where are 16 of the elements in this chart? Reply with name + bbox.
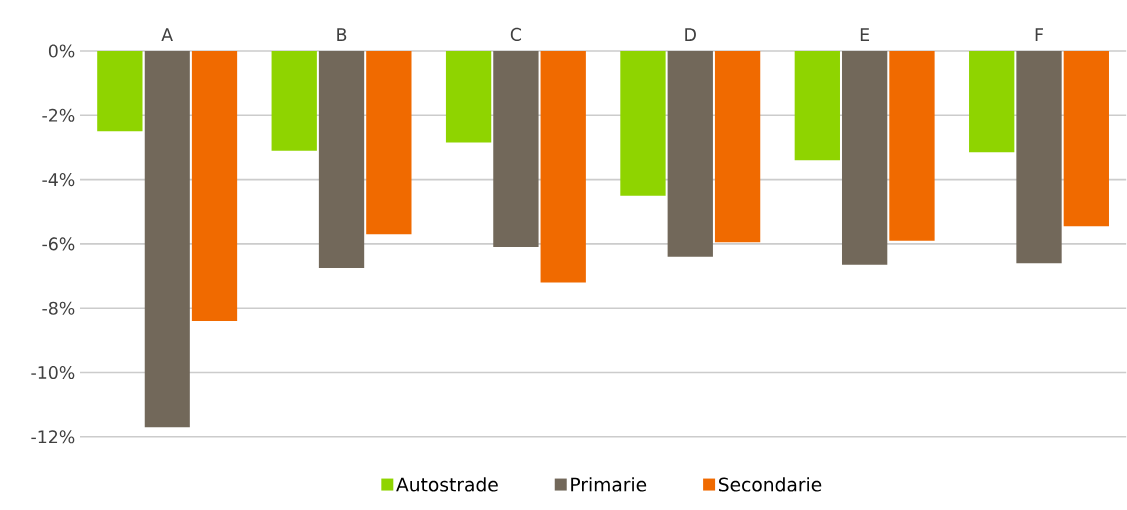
- legend-label: Primarie: [571, 477, 647, 492]
- y-tick-label: -12%: [31, 430, 75, 444]
- legend-label: Secondarie: [718, 477, 822, 492]
- y-tick-label: -2%: [42, 108, 75, 122]
- y-tick-label: -4%: [42, 173, 75, 187]
- x-tick-label: B: [337, 28, 347, 42]
- y-tick-label: -8%: [42, 301, 75, 315]
- x-tick-label: C: [510, 27, 522, 42]
- x-tick-label: D: [685, 28, 696, 42]
- x-tick-label: A: [161, 28, 173, 42]
- y-tick-label: -10%: [31, 366, 75, 380]
- y-tick-label: -6%: [42, 237, 75, 251]
- y-tick-label: 0%: [48, 44, 75, 58]
- x-tick-label: F: [1035, 28, 1043, 42]
- legend-label: Autostrade: [396, 477, 498, 492]
- x-tick-label: E: [860, 28, 870, 42]
